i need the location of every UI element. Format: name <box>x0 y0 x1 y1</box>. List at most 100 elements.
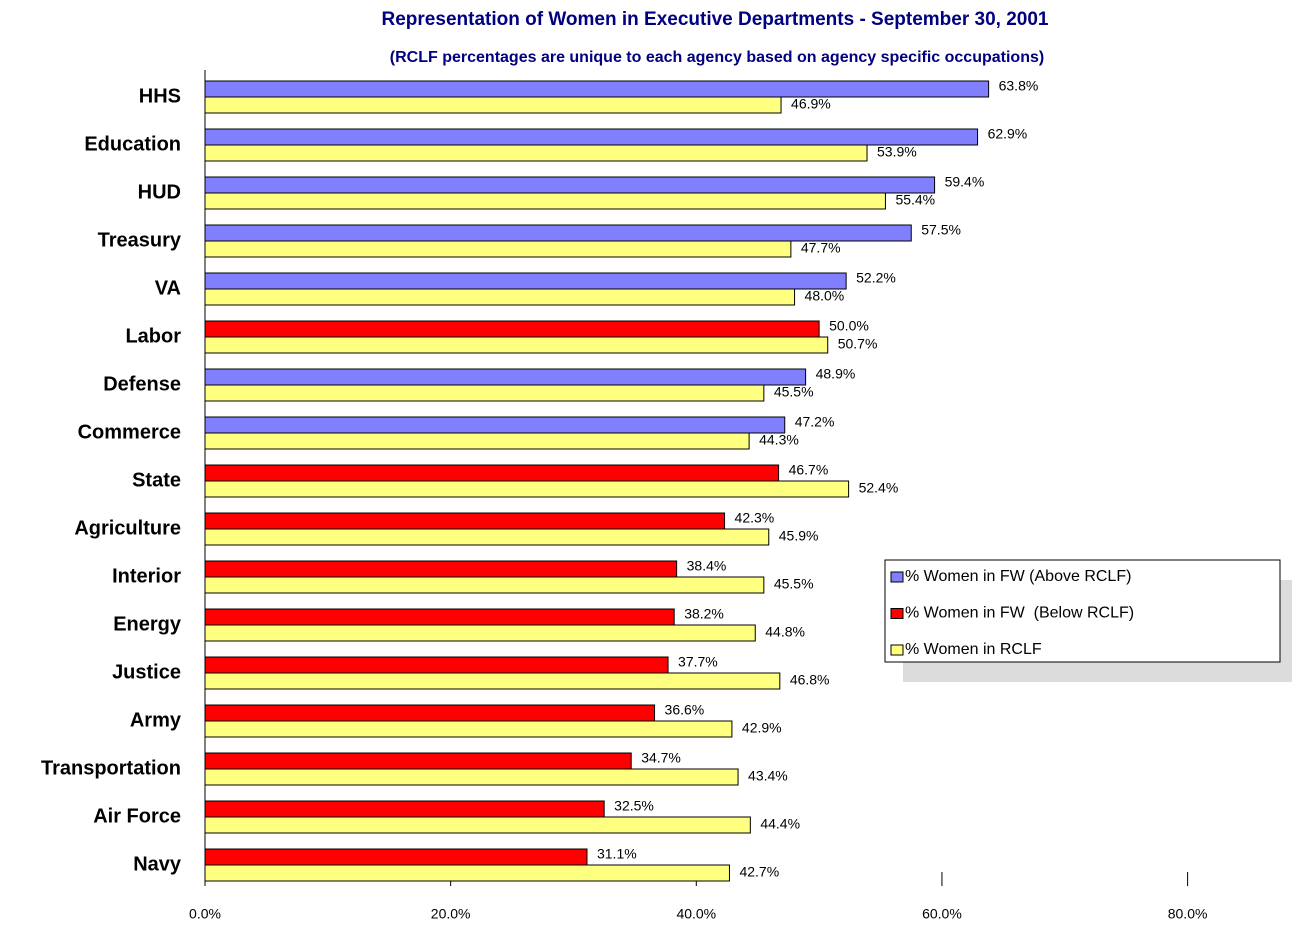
bar <box>204 384 765 402</box>
data-label: 59.4% <box>945 174 985 190</box>
bar <box>204 848 588 866</box>
data-label: 38.4% <box>687 558 727 574</box>
bar <box>204 176 936 194</box>
legend-swatch <box>890 644 904 656</box>
bar <box>204 336 829 354</box>
data-label: 55.4% <box>895 192 935 208</box>
data-label: 50.7% <box>838 336 878 352</box>
y-tick-label: Treasury <box>98 229 182 251</box>
bar <box>204 624 756 642</box>
bar <box>204 192 886 210</box>
y-tick-label: HHS <box>139 85 181 107</box>
bar <box>204 576 765 594</box>
y-tick-label: Navy <box>133 853 182 875</box>
data-label: 31.1% <box>597 846 637 862</box>
bar <box>204 528 770 546</box>
data-label: 44.8% <box>765 624 805 640</box>
y-tick-label: Labor <box>125 325 181 347</box>
chart-subtitle: (RCLF percentages are unique to each age… <box>390 49 1044 66</box>
bar <box>204 608 675 626</box>
data-label: 53.9% <box>877 144 917 160</box>
legend-box <box>884 559 1281 663</box>
data-label: 42.9% <box>742 720 782 736</box>
data-label: 46.7% <box>789 462 829 478</box>
bar <box>204 752 632 770</box>
y-tick-label: VA <box>155 277 181 299</box>
legend-label: % Women in RCLF <box>905 641 1042 658</box>
bar <box>204 368 807 386</box>
data-label: 43.4% <box>748 768 788 784</box>
y-tick-label: Agriculture <box>74 517 181 539</box>
y-tick-label: Interior <box>112 565 181 587</box>
x-tick-label: 20.0% <box>431 906 471 922</box>
bar <box>204 128 979 146</box>
bar <box>204 864 730 882</box>
y-tick-label: HUD <box>138 181 181 203</box>
data-label: 42.7% <box>739 864 779 880</box>
data-label: 42.3% <box>735 510 775 526</box>
y-tick-label: Transportation <box>41 757 181 779</box>
data-label: 63.8% <box>999 78 1039 94</box>
y-tick-label: Defense <box>103 373 181 395</box>
data-label: 45.5% <box>774 384 814 400</box>
bar <box>204 320 820 338</box>
data-label: 50.0% <box>829 318 869 334</box>
bar <box>204 80 990 98</box>
bar <box>204 800 605 818</box>
data-label: 32.5% <box>614 798 654 814</box>
legend-label: % Women in FW (Above RCLF) <box>905 568 1131 585</box>
y-tick-label: Justice <box>112 661 181 683</box>
y-tick-label: State <box>132 469 181 491</box>
bar <box>204 224 912 242</box>
y-tick-label: Army <box>130 709 182 731</box>
data-label: 47.2% <box>795 414 835 430</box>
bar <box>204 720 733 738</box>
data-label: 38.2% <box>684 606 724 622</box>
data-label: 48.0% <box>805 288 845 304</box>
x-tick-label: 40.0% <box>676 906 716 922</box>
bar <box>204 432 750 450</box>
bar <box>204 816 751 834</box>
legend-label: % Women in FW (Below RCLF) <box>905 605 1134 622</box>
legend-swatch <box>890 608 904 619</box>
data-label: 52.2% <box>856 270 896 286</box>
bar <box>204 464 780 482</box>
data-label: 57.5% <box>921 222 961 238</box>
y-tick-label: Commerce <box>78 421 181 443</box>
bar <box>204 672 781 690</box>
bar <box>204 768 739 786</box>
y-tick-label: Energy <box>113 613 182 635</box>
bar <box>204 96 782 114</box>
bar <box>204 288 796 306</box>
data-label: 37.7% <box>678 654 718 670</box>
data-label: 46.9% <box>791 96 831 112</box>
y-tick-label: Education <box>84 133 181 155</box>
bar <box>204 272 847 290</box>
legend-swatch <box>890 571 904 583</box>
data-label: 48.9% <box>816 366 856 382</box>
bar <box>204 704 656 722</box>
bar <box>204 480 850 498</box>
data-label: 34.7% <box>641 750 681 766</box>
data-label: 46.8% <box>790 672 830 688</box>
data-label: 47.7% <box>801 240 841 256</box>
bar <box>204 656 669 674</box>
data-label: 36.6% <box>665 702 705 718</box>
y-tick-label: Air Force <box>93 805 181 827</box>
bar <box>204 144 868 162</box>
bar <box>204 240 792 258</box>
x-tick-label: 60.0% <box>922 906 962 922</box>
data-label: 52.4% <box>859 480 899 496</box>
x-tick-label: 0.0% <box>189 906 221 922</box>
data-label: 44.4% <box>760 816 800 832</box>
data-label: 45.9% <box>779 528 819 544</box>
bar <box>204 512 726 530</box>
data-label: 45.5% <box>774 576 814 592</box>
bar <box>204 560 678 578</box>
chart-title: Representation of Women in Executive Dep… <box>382 9 1049 30</box>
data-label: 44.3% <box>759 432 799 448</box>
data-label: 62.9% <box>988 126 1028 142</box>
x-tick-label: 80.0% <box>1168 906 1208 922</box>
bar <box>204 416 786 434</box>
